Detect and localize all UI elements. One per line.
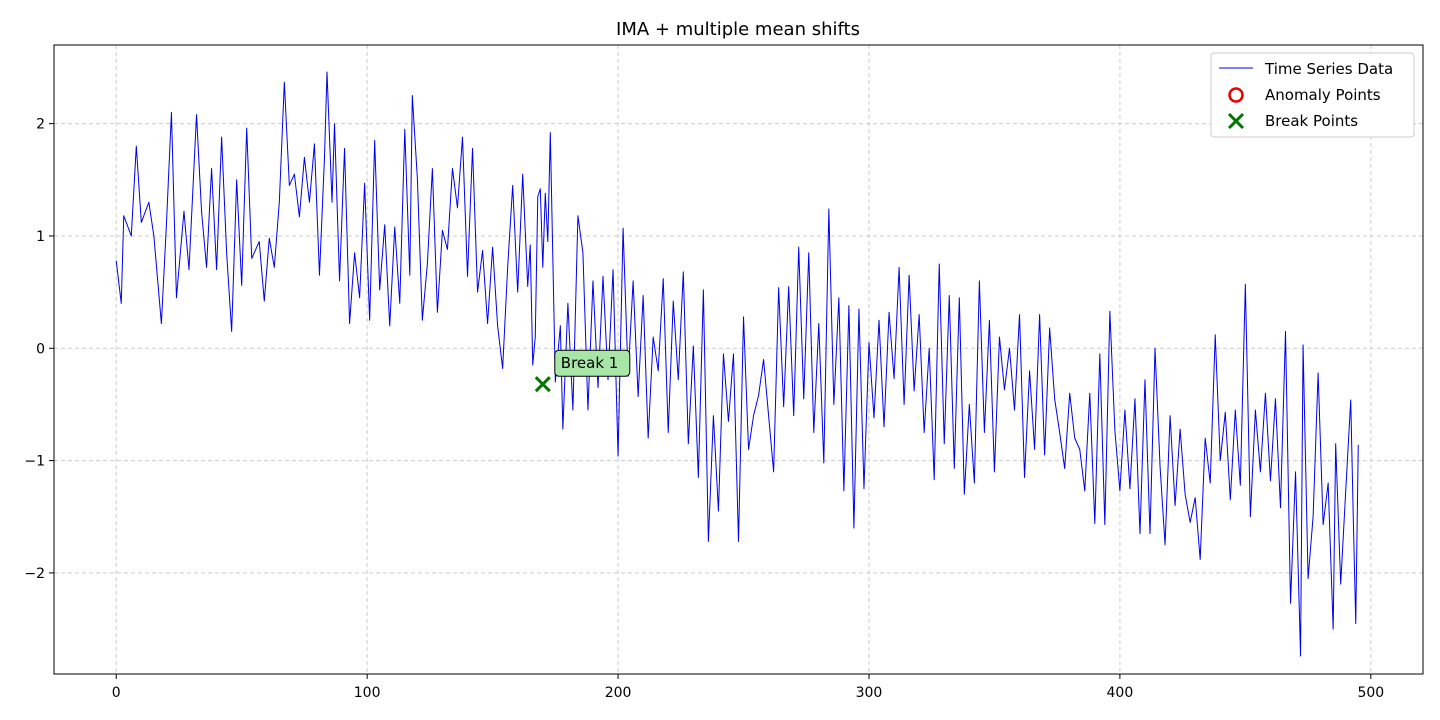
- x-tick-label: 0: [112, 685, 121, 701]
- x-tick-label: 200: [605, 685, 632, 701]
- y-tick-label: 0: [36, 341, 45, 357]
- legend: Time Series Data Anomaly Points Break Po…: [1210, 52, 1415, 138]
- y-tick-label: −2: [24, 566, 45, 582]
- plot-frame: [53, 44, 1424, 675]
- annotations-layer: Break 1: [554, 349, 631, 377]
- legend-label-series: Time Series Data: [1264, 60, 1393, 78]
- legend-box: [1210, 52, 1415, 138]
- series-line-time-series-data: [115, 71, 1359, 657]
- legend-anomaly-marker: [1228, 87, 1244, 103]
- break-point-marker: [534, 376, 551, 393]
- chart-title: IMA + multiple mean shifts: [616, 19, 860, 40]
- plot-area: [54, 45, 1423, 674]
- x-tick-label: 400: [1107, 685, 1134, 701]
- y-tick-label: 2: [36, 117, 45, 133]
- series-layer: [115, 71, 1359, 657]
- legend-label-break: Break Points: [1265, 112, 1358, 130]
- markers-layer: [534, 376, 551, 393]
- legend-label-anomaly: Anomaly Points: [1265, 86, 1381, 104]
- y-tick-label: −1: [24, 454, 45, 470]
- break-annotation-label: Break 1: [561, 354, 619, 372]
- axis-ticks: 0 100 200 300 400 500 −2 −1 0 1 2: [24, 117, 1384, 701]
- break-annotation-box: [554, 349, 631, 377]
- y-tick-label: 1: [36, 229, 45, 245]
- x-tick-label: 300: [856, 685, 883, 701]
- legend-break-marker: [1227, 112, 1245, 130]
- x-tick-label: 100: [354, 685, 381, 701]
- x-tick-label: 500: [1357, 685, 1384, 701]
